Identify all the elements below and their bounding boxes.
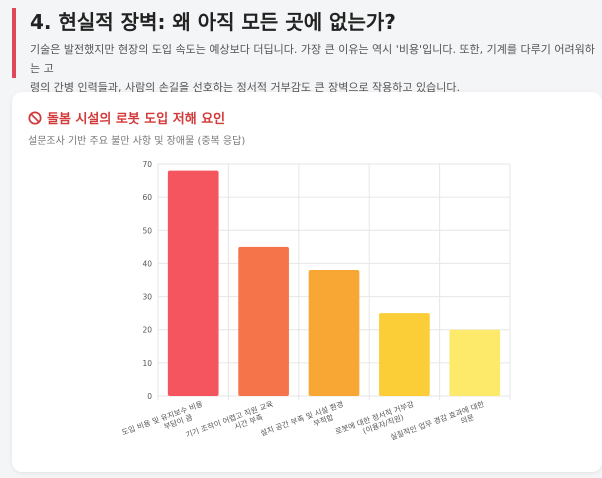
y-tick-label: 40 bbox=[142, 259, 152, 268]
x-tick-label: 도입 비용 및 유지보수 비용부담이 큼 bbox=[120, 398, 207, 445]
chart-subtitle: 설문조사 기반 주요 불만 사항 및 장애물 (중복 응답) bbox=[28, 136, 246, 147]
y-tick-label: 30 bbox=[142, 293, 152, 302]
y-tick-label: 50 bbox=[142, 226, 152, 235]
y-tick-label: 60 bbox=[142, 193, 152, 202]
bar bbox=[308, 270, 360, 396]
x-tick-label-line: 의문 bbox=[459, 412, 475, 426]
y-tick-label: 70 bbox=[142, 160, 152, 169]
page-title: 4. 현실적 장벽: 왜 아직 모든 곳에 없는가? bbox=[30, 10, 396, 34]
bar bbox=[449, 329, 501, 396]
y-tick-label: 10 bbox=[142, 359, 152, 368]
bar bbox=[167, 170, 219, 396]
description-line-2: 령의 간병 인력들과, 사람의 손길을 선호하는 정서적 거부감도 큰 장벽으로… bbox=[30, 81, 461, 94]
section-description: 기술은 발전했지만 현장의 도입 속도는 예상보다 더딥니다. 가장 큰 이유는… bbox=[30, 40, 596, 97]
y-tick-label: 20 bbox=[142, 326, 152, 335]
x-tick-label: 로봇에 대한 정서적 거부감(이용자/직원) bbox=[334, 398, 419, 444]
y-tick-label: 0 bbox=[147, 392, 152, 401]
bar bbox=[238, 246, 289, 396]
chart-card: 돌봄 시설의 로봇 도입 저해 요인 설문조사 기반 주요 불만 사항 및 장애… bbox=[12, 92, 602, 472]
no-entry-icon bbox=[28, 110, 42, 125]
chart-title-text: 돌봄 시설의 로봇 도입 저해 요인 bbox=[47, 112, 226, 127]
chart-title: 돌봄 시설의 로봇 도입 저해 요인 bbox=[28, 108, 225, 127]
bar bbox=[379, 313, 430, 396]
section-header: 4. 현실적 장벽: 왜 아직 모든 곳에 없는가? 기술은 발전했지만 현장의… bbox=[12, 8, 596, 94]
description-line-1: 기술은 발전했지만 현장의 도입 속도는 예상보다 더딥니다. 가장 큰 이유는… bbox=[30, 43, 595, 75]
